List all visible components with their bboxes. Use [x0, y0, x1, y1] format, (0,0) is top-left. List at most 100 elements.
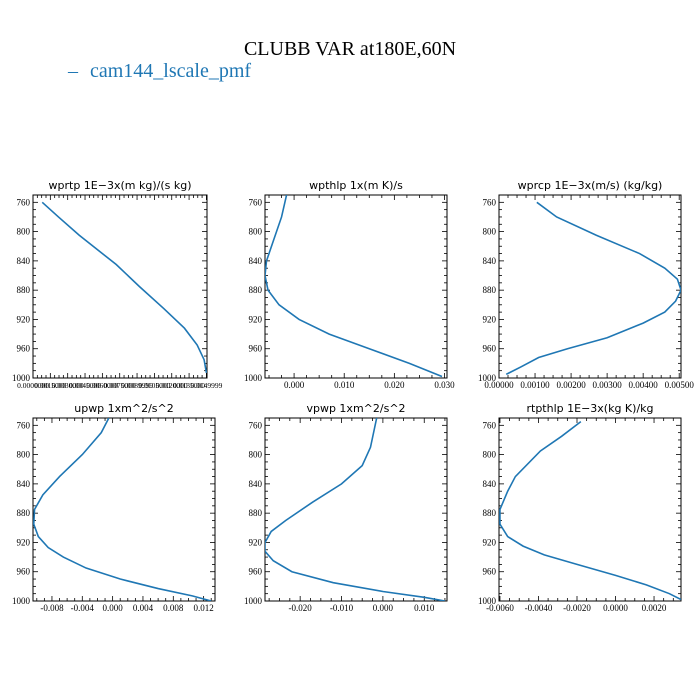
- series-line: [41, 201, 207, 374]
- x-tick-label: 0.004: [133, 603, 154, 613]
- plot-frame: [32, 417, 216, 602]
- y-tick-label: 960: [17, 344, 31, 354]
- panel-title: vpwp 1xm^2/s^2: [306, 402, 405, 415]
- y-tick-label: 880: [483, 508, 497, 518]
- panel-title: rtpthlp 1E−3x(kg K)/kg: [526, 402, 653, 415]
- y-tick-label: 800: [17, 227, 31, 237]
- series-line: [265, 195, 443, 378]
- legend-label: cam144_lscale_pmf: [90, 60, 251, 82]
- y-tick-label: 760: [17, 197, 31, 207]
- x-tick-label: 0.000: [103, 603, 124, 613]
- y-tick-label: 920: [17, 314, 31, 324]
- plot-frame: [32, 194, 208, 379]
- y-tick-label: 1000: [244, 373, 263, 383]
- y-tick-label: 920: [483, 314, 497, 324]
- x-tick-label: 0.0149999: [190, 381, 222, 390]
- x-tick-label: 0.010: [414, 603, 435, 613]
- y-tick-label: 760: [249, 420, 263, 430]
- series-line: [505, 201, 681, 376]
- y-tick-label: 960: [483, 344, 497, 354]
- x-tick-label: 0.0045000: [69, 381, 101, 390]
- panel-title: wpthlp 1x(m K)/s: [309, 179, 403, 192]
- panel-1: wprtp 1E−3x(m kg)/(s kg) 1000 960 920 880 840…: [12, 179, 223, 390]
- panel-title: wprtp 1E−3x(m kg)/(s kg): [49, 179, 192, 192]
- y-tick-label: 920: [483, 537, 497, 547]
- x-tick-label: -0.0060: [486, 603, 514, 613]
- panel-title: wprcp 1E−3x(m/s) (kg/kg): [518, 179, 663, 192]
- y-tick-label: 760: [483, 420, 497, 430]
- x-tick-label: 0.020: [384, 380, 405, 390]
- legend-marker: –: [67, 60, 79, 82]
- x-tick-label: 0.0089999: [121, 381, 153, 390]
- y-tick-label: 1000: [12, 373, 31, 383]
- y-tick-label: 760: [483, 197, 497, 207]
- y-tick-label: 1000: [244, 596, 263, 606]
- x-tick-label: 0.00100: [520, 380, 550, 390]
- y-tick-label: 840: [17, 479, 31, 489]
- plot-frame: [498, 417, 682, 602]
- x-tick-label: 0.010: [334, 380, 355, 390]
- y-tick-label: 920: [249, 537, 263, 547]
- y-tick-label: 880: [17, 285, 31, 295]
- x-tick-label: 0.0135000: [173, 381, 205, 390]
- x-tick-label: 0.0000000: [17, 381, 49, 390]
- x-tick-label: -0.008: [40, 603, 64, 613]
- y-tick-label: 1000: [478, 373, 497, 383]
- x-tick-label: 0.00300: [592, 380, 622, 390]
- plot-frame: [264, 417, 448, 602]
- x-tick-label: 0.00400: [629, 380, 659, 390]
- y-tick-label: 880: [483, 285, 497, 295]
- y-tick-label: 760: [249, 197, 263, 207]
- y-tick-label: 800: [249, 227, 263, 237]
- x-tick-label: 0.0000: [603, 603, 628, 613]
- y-tick-label: 960: [17, 567, 31, 577]
- x-tick-label: -0.020: [289, 603, 313, 613]
- x-tick-label: 0.008: [163, 603, 184, 613]
- y-tick-label: 960: [249, 567, 263, 577]
- legend: – cam144_lscale_pmf: [67, 60, 251, 82]
- x-tick-label: 0.0120000: [156, 381, 188, 390]
- y-tick-label: 920: [249, 314, 263, 324]
- x-tick-label: 0.0060000: [86, 381, 118, 390]
- y-tick-label: 920: [17, 537, 31, 547]
- panel-2: wpthlp 1x(m K)/s 1000 960 920 880 840 800 760 0.…: [244, 179, 455, 390]
- x-tick-label: 0.00000: [484, 380, 514, 390]
- series-line: [265, 418, 446, 601]
- y-tick-label: 840: [249, 256, 263, 266]
- plot-frame: [264, 194, 448, 379]
- series-line: [33, 418, 212, 601]
- x-tick-label: 0.012: [194, 603, 214, 613]
- y-tick-label: 840: [483, 256, 497, 266]
- series-line: [499, 421, 681, 601]
- x-tick-label: -0.010: [330, 603, 354, 613]
- y-tick-label: 800: [483, 450, 497, 460]
- x-tick-label: 0.000: [373, 603, 394, 613]
- y-tick-label: 880: [249, 508, 263, 518]
- y-tick-label: 800: [249, 450, 263, 460]
- x-tick-label: -0.004: [71, 603, 95, 613]
- y-tick-label: 800: [483, 227, 497, 237]
- x-tick-label: 0.0020: [642, 603, 667, 613]
- y-tick-label: 960: [249, 344, 263, 354]
- x-tick-label: 0.030: [434, 380, 455, 390]
- x-tick-label: 0.00500: [665, 380, 695, 390]
- y-tick-label: 880: [17, 508, 31, 518]
- panel-4: upwp 1xm^2/s^2 1000 960 920 880 840 800 760 -0.0…: [12, 402, 216, 613]
- panel-6: rtpthlp 1E−3x(kg K)/kg 1000 960 920 880 840 80…: [478, 402, 682, 613]
- x-tick-label: 0.0030000: [52, 381, 84, 390]
- panel-5: vpwp 1xm^2/s^2 1000 960 920 880 840 800 760 -0.0…: [244, 402, 448, 613]
- y-tick-label: 1000: [12, 596, 31, 606]
- panel-title: upwp 1xm^2/s^2: [74, 402, 174, 415]
- panels: wprtp 1E−3x(m kg)/(s kg) 1000 960 920 880 840…: [12, 179, 694, 613]
- y-tick-label: 840: [249, 479, 263, 489]
- x-tick-label: 0.0105000: [138, 381, 170, 390]
- x-tick-label: -0.0040: [525, 603, 553, 613]
- y-tick-label: 840: [17, 256, 31, 266]
- x-tick-label: 0.0075000: [104, 381, 136, 390]
- y-tick-label: 840: [483, 479, 497, 489]
- x-tick-label: 0.00200: [556, 380, 586, 390]
- y-tick-label: 960: [483, 567, 497, 577]
- figure-title: CLUBB VAR at180E,60N: [244, 38, 456, 60]
- panel-3: wprcp 1E−3x(m/s) (kg/kg) 1000 960 920 880 840…: [478, 179, 694, 390]
- y-tick-label: 1000: [478, 596, 497, 606]
